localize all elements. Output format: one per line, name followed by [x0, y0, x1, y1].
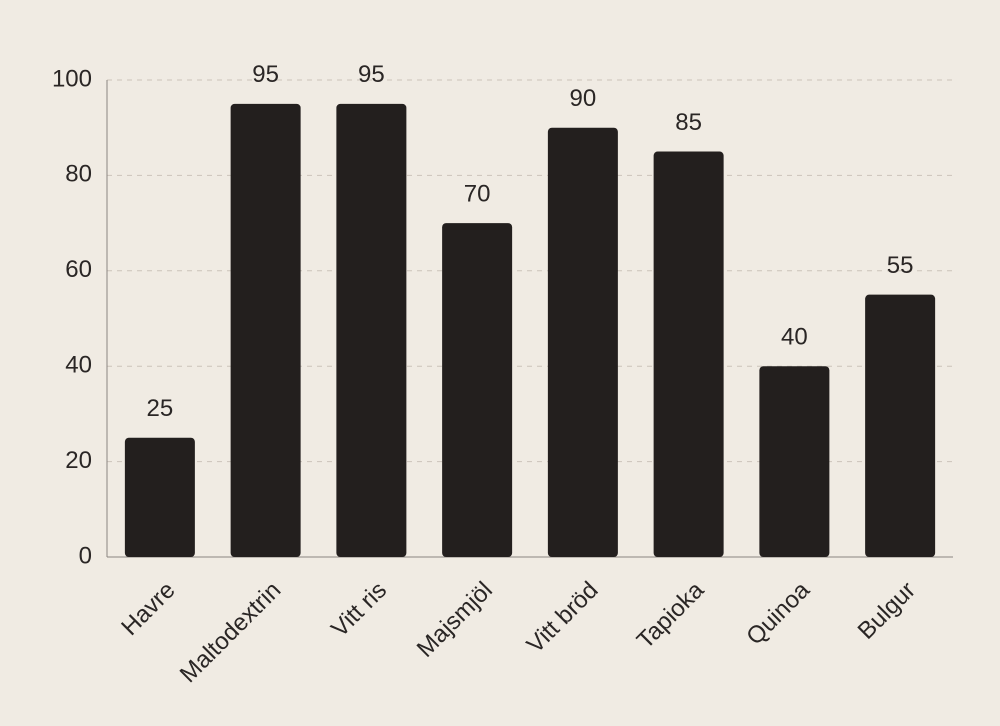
x-tick-label: Vitt ris [326, 577, 392, 643]
value-label: 85 [675, 109, 702, 136]
value-label: 55 [887, 252, 914, 279]
bar [759, 366, 830, 557]
x-tick-label: Maltodextrin [175, 577, 287, 689]
y-tick-label: 20 [65, 447, 92, 474]
x-tick-label: Quinoa [741, 576, 815, 650]
x-tick-label: Majsmjöl [412, 577, 498, 663]
value-label: 70 [464, 180, 491, 207]
x-tick-label: Bulgur [853, 577, 921, 645]
bar [865, 294, 936, 557]
y-tick-label: 0 [79, 542, 92, 569]
x-tick-label: Vitt bröd [522, 577, 604, 659]
y-tick-label: 40 [65, 352, 92, 379]
bar [653, 151, 724, 558]
y-tick-label: 100 [52, 65, 92, 92]
y-tick-label: 60 [65, 256, 92, 283]
bar [124, 437, 195, 557]
bar [336, 103, 407, 557]
bar [547, 127, 618, 557]
value-label: 25 [147, 395, 174, 422]
bar [230, 103, 301, 557]
x-tick-label: Havre [116, 577, 180, 641]
value-label: 95 [358, 61, 385, 88]
x-tick-label: Tapioka [632, 576, 710, 654]
value-label: 40 [781, 324, 808, 351]
bar [442, 223, 513, 557]
value-label: 95 [252, 61, 279, 88]
y-tick-label: 80 [65, 161, 92, 188]
value-label: 90 [570, 85, 597, 112]
